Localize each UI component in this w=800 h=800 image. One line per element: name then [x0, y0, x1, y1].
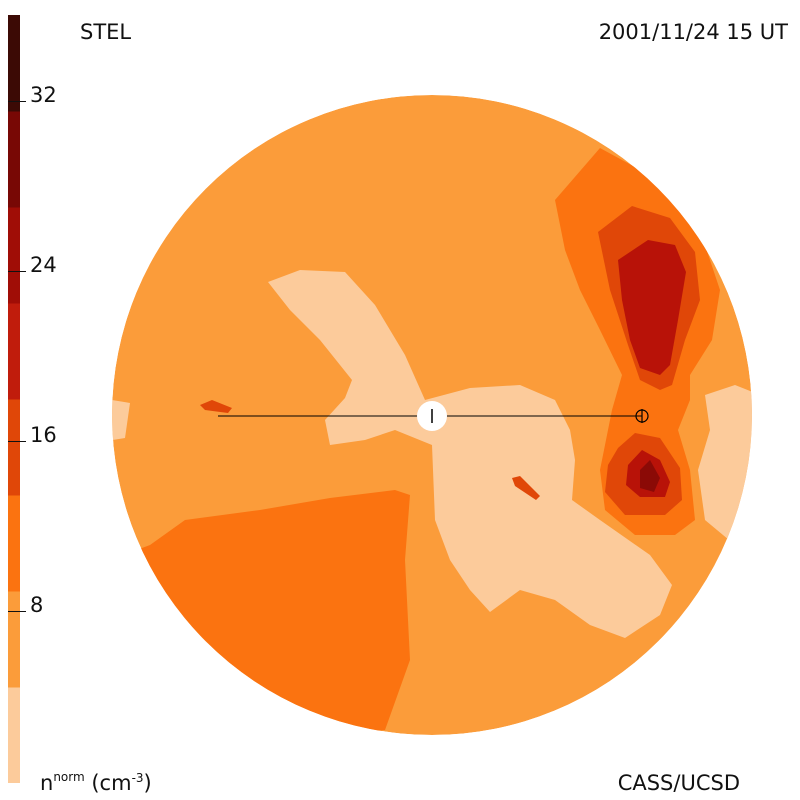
credit-label: CASS/UCSD	[617, 771, 740, 795]
colorbar-tick-label: 8	[30, 593, 44, 617]
contour-pale-west	[112, 398, 130, 442]
units-paren: (cm	[91, 771, 132, 795]
colorbar-segment	[8, 495, 20, 592]
contour-pale-center	[268, 270, 672, 638]
contour-streak-center	[512, 476, 540, 500]
colorbar-tick-mark	[8, 101, 26, 102]
colorbar-segment	[8, 207, 20, 304]
contour-spot-west	[200, 400, 232, 413]
colorbar-segment	[8, 111, 20, 208]
colorbar-segment	[8, 303, 20, 400]
colorbar-segment	[8, 687, 20, 783]
contour-dark-red-core	[640, 460, 660, 492]
colorbar	[8, 15, 20, 783]
map-title: STEL	[80, 20, 132, 44]
colorbar-tick-label: 16	[30, 423, 57, 447]
contour-red-east	[618, 240, 686, 375]
units-base: n	[40, 771, 54, 795]
colorbar-segment	[8, 591, 20, 688]
timestamp: 2001/11/24 15 UT	[598, 20, 788, 44]
colorbar-tick-mark	[8, 441, 26, 442]
colorbar-tick-mark	[8, 271, 26, 272]
colorbar-tick-label: 24	[30, 253, 57, 277]
colorbar-segment	[8, 399, 20, 496]
units-exponent: -3	[131, 771, 144, 785]
colorbar-tick-label: 32	[30, 83, 57, 107]
colorbar-tick-mark	[8, 611, 26, 612]
units-superscript: norm	[53, 770, 85, 784]
colorbar-segment	[8, 15, 20, 112]
units-label: nnorm (cm-3)	[40, 771, 152, 794]
units-close: )	[143, 771, 152, 795]
